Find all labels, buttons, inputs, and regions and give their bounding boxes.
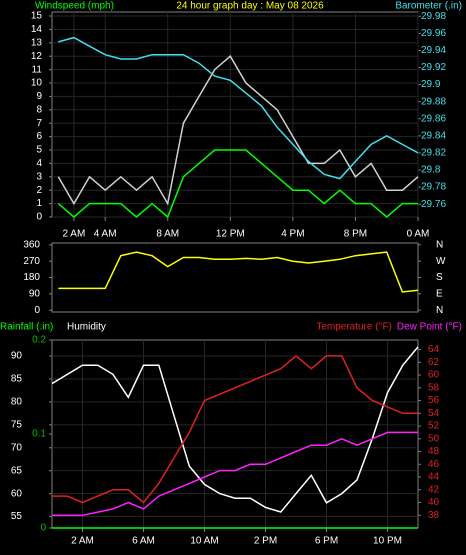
y3-tick-label: 0.1 xyxy=(32,429,46,440)
x-tick-label: 2 PM xyxy=(254,536,277,547)
y2-tick-label: N xyxy=(436,305,443,316)
x-tick-label: 10 AM xyxy=(190,536,218,547)
y-tick-label: 12 xyxy=(31,51,43,62)
y-tick-label: 5 xyxy=(36,145,42,156)
x-tick-label: 4 PM xyxy=(281,229,304,240)
y-tick-label: 270 xyxy=(23,256,40,267)
y-tick-label: 14 xyxy=(31,24,43,35)
y-tick-label: 3 xyxy=(36,171,42,182)
series-line xyxy=(57,55,419,206)
x-tick-label: 10 PM xyxy=(373,536,402,547)
y-tick-label: 7 xyxy=(36,118,42,129)
y-tick-label: 8 xyxy=(36,104,42,115)
series-line xyxy=(58,36,419,180)
y-tick-label: 9 xyxy=(36,91,42,102)
y-tick-label: 90 xyxy=(29,288,41,299)
y2-tick-label: 29.98 xyxy=(421,11,446,22)
y-tick-label: 360 xyxy=(23,239,40,250)
y2-tick-label: 50 xyxy=(428,433,440,444)
x-tick-label: 6 PM xyxy=(315,536,338,547)
y2-tick-label: 29.86 xyxy=(421,113,446,124)
y2-tick-label: 60 xyxy=(428,370,440,381)
y2-tick-label: 29.76 xyxy=(421,199,446,210)
series-line xyxy=(51,346,419,513)
y-tick-label: 75 xyxy=(11,419,23,430)
y2-tick-label: 48 xyxy=(428,446,440,457)
y2-tick-label: 29.82 xyxy=(421,148,446,159)
y2-tick-label: 29.88 xyxy=(421,96,446,107)
y2-tick-label: 29.94 xyxy=(421,45,446,56)
legend-label: Windspeed (mph) xyxy=(35,1,114,12)
y2-tick-label: 38 xyxy=(428,510,440,521)
chart-title: 24 hour graph day : May 08 2026 xyxy=(176,1,324,12)
y2-tick-label: 29.8 xyxy=(421,165,441,176)
plot-area xyxy=(51,242,419,313)
series-line xyxy=(52,431,418,517)
y-tick-label: 11 xyxy=(32,64,43,75)
y-tick-label: 10 xyxy=(31,78,43,89)
y2-tick-label: 29.9 xyxy=(421,79,441,90)
series-line xyxy=(57,149,418,219)
legend-label: Humidity xyxy=(67,322,106,333)
y-tick-label: 6 xyxy=(36,131,42,142)
legend-label: Rainfall (.in) xyxy=(0,322,53,333)
y-tick-label: 85 xyxy=(11,374,23,385)
y2-tick-label: 40 xyxy=(428,497,440,508)
y-tick-label: 2 xyxy=(36,185,42,196)
y2-tick-label: 62 xyxy=(428,357,440,368)
y-tick-label: 4 xyxy=(36,158,42,169)
y2-tick-label: E xyxy=(436,288,443,299)
x-tick-label: 8 AM xyxy=(156,229,179,240)
y2-tick-label: 44 xyxy=(428,472,440,483)
plot-area xyxy=(51,339,419,529)
y-tick-label: 55 xyxy=(11,511,23,522)
y-tick-label: 0 xyxy=(34,305,40,316)
y2-tick-label: 56 xyxy=(428,395,440,406)
y-tick-label: 90 xyxy=(11,351,23,362)
y3-tick-label: 0.2 xyxy=(32,335,46,346)
y-tick-label: 15 xyxy=(31,11,43,22)
x-tick-label: 0 AM xyxy=(407,229,430,240)
series-line xyxy=(58,251,419,293)
y-tick-label: 70 xyxy=(11,442,23,453)
y2-tick-label: 52 xyxy=(428,421,440,432)
y-tick-label: 65 xyxy=(11,465,23,476)
x-tick-label: 2 AM xyxy=(71,536,94,547)
y2-tick-label: 29.84 xyxy=(421,130,446,141)
y2-tick-label: 46 xyxy=(428,459,440,470)
y2-tick-label: 58 xyxy=(428,382,440,393)
y-tick-label: 0 xyxy=(36,212,42,223)
legend-label: Temperature (°F) xyxy=(316,322,392,333)
y-tick-label: 180 xyxy=(23,272,40,283)
y2-tick-label: N xyxy=(436,239,443,250)
x-tick-label: 12 PM xyxy=(216,229,245,240)
series-line xyxy=(52,354,418,504)
y3-tick-label: 0 xyxy=(40,523,46,534)
y2-tick-label: W xyxy=(436,256,446,267)
x-tick-label: 8 PM xyxy=(344,229,367,240)
legend-label: Dew Point (°F) xyxy=(397,322,462,333)
y2-tick-label: S xyxy=(436,272,443,283)
x-tick-label: 6 AM xyxy=(132,536,155,547)
y-tick-label: 13 xyxy=(31,37,43,48)
y2-tick-label: 29.78 xyxy=(421,182,446,193)
y-tick-label: 1 xyxy=(36,198,42,209)
y-tick-label: 80 xyxy=(11,397,23,408)
y2-tick-label: 29.96 xyxy=(421,28,446,39)
y2-tick-label: 64 xyxy=(428,344,440,355)
y2-tick-label: 42 xyxy=(428,484,440,495)
x-tick-label: 4 AM xyxy=(94,229,117,240)
y2-tick-label: 29.92 xyxy=(421,62,446,73)
y2-tick-label: 54 xyxy=(428,408,440,419)
y-tick-label: 60 xyxy=(11,488,23,499)
legend-label: Barometer (.in) xyxy=(395,1,462,12)
x-tick-label: 2 AM xyxy=(62,229,85,240)
